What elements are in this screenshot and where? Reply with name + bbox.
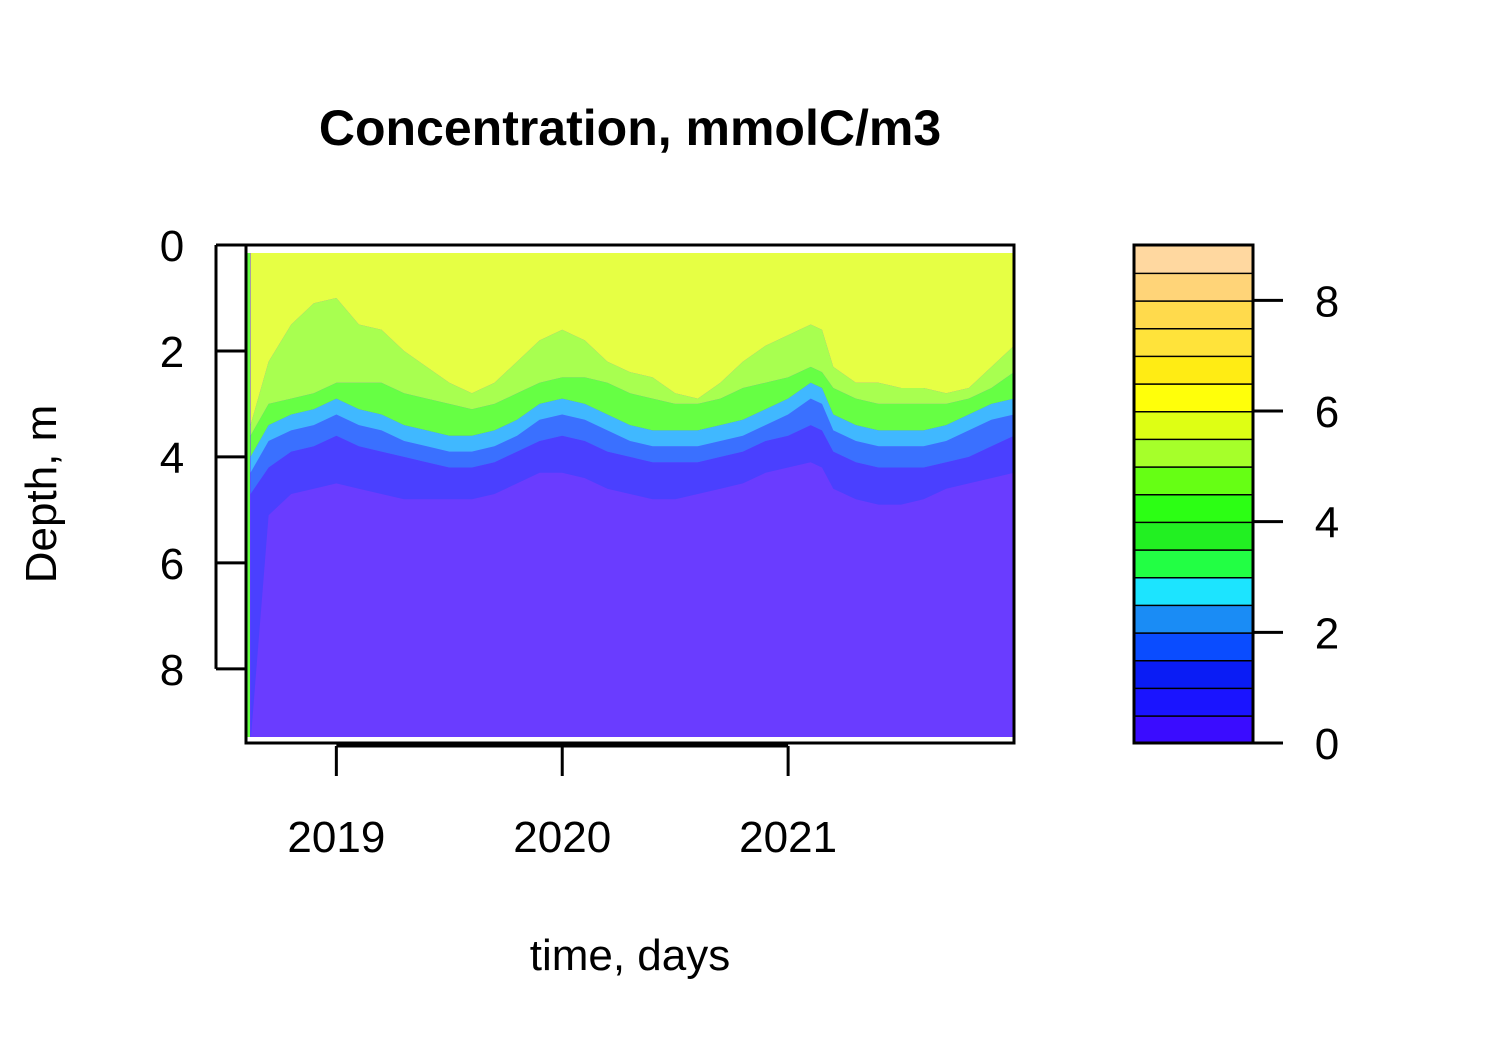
y-tick-label: 2 [160, 328, 184, 377]
colorbar-tick-label: 2 [1315, 609, 1339, 658]
colorbar-swatch [1134, 466, 1253, 494]
colorbar-swatch [1134, 577, 1253, 605]
field-layer-green [250, 366, 1014, 457]
colorbar-swatch [1134, 411, 1253, 439]
field-layer-blue [250, 398, 1014, 494]
colorbar-swatch [1134, 272, 1253, 301]
colorbar-swatch [1134, 660, 1253, 688]
colorbar-swatch [1134, 715, 1253, 743]
colorbar-swatch [1134, 494, 1253, 522]
surface-gap [246, 245, 1014, 253]
chart-title: Concentration, mmolC/m3 [319, 100, 941, 156]
concentration-field [246, 245, 1014, 743]
colorbar-swatch [1134, 355, 1253, 384]
x-tick-label: 2021 [739, 813, 837, 862]
colorbar-swatch [1134, 438, 1253, 467]
y-tick-label: 6 [160, 540, 184, 589]
y-tick-label: 8 [160, 646, 184, 695]
y-tick-label: 4 [160, 434, 184, 483]
y-axis: 0 2 4 6 8 [160, 222, 246, 695]
colorbar-swatch [1134, 300, 1253, 328]
x-tick-label: 2020 [513, 813, 611, 862]
field-layer-deep-blue [250, 425, 1014, 743]
colorbar-swatch [1134, 521, 1253, 550]
plot-frame [244, 243, 1016, 745]
field-layer-cyan [250, 382, 1014, 473]
field-edge [246, 253, 250, 737]
x-axis: 2019 2020 2021 [287, 744, 837, 862]
colorbar-swatch [1134, 604, 1253, 633]
colorbar-swatch [1134, 328, 1253, 356]
bottom-gap [246, 737, 1014, 743]
colorbar-tick-label: 4 [1315, 499, 1339, 548]
colorbar-swatch [1134, 549, 1253, 577]
field-layer-light-green [250, 298, 1014, 436]
y-axis-label: Depth, m [17, 405, 66, 584]
y-tick-label: 0 [160, 222, 184, 271]
colorbar: 0 2 4 6 8 [1132, 243, 1339, 769]
colorbar-swatch [1134, 687, 1253, 716]
colorbar-frame [1132, 243, 1255, 745]
colorbar-tick-label: 0 [1315, 720, 1339, 769]
colorbar-swatch [1134, 245, 1253, 273]
colorbar-tick-label: 8 [1315, 277, 1339, 326]
colorbar-tick-label: 6 [1315, 388, 1339, 437]
colorbar-swatch [1134, 632, 1253, 660]
x-axis-label: time, days [530, 931, 731, 980]
x-tick-label: 2019 [287, 813, 385, 862]
field-layer-bottom [250, 462, 1014, 743]
colorbar-swatch [1134, 383, 1253, 411]
field-layer-yellow [250, 252, 1014, 426]
